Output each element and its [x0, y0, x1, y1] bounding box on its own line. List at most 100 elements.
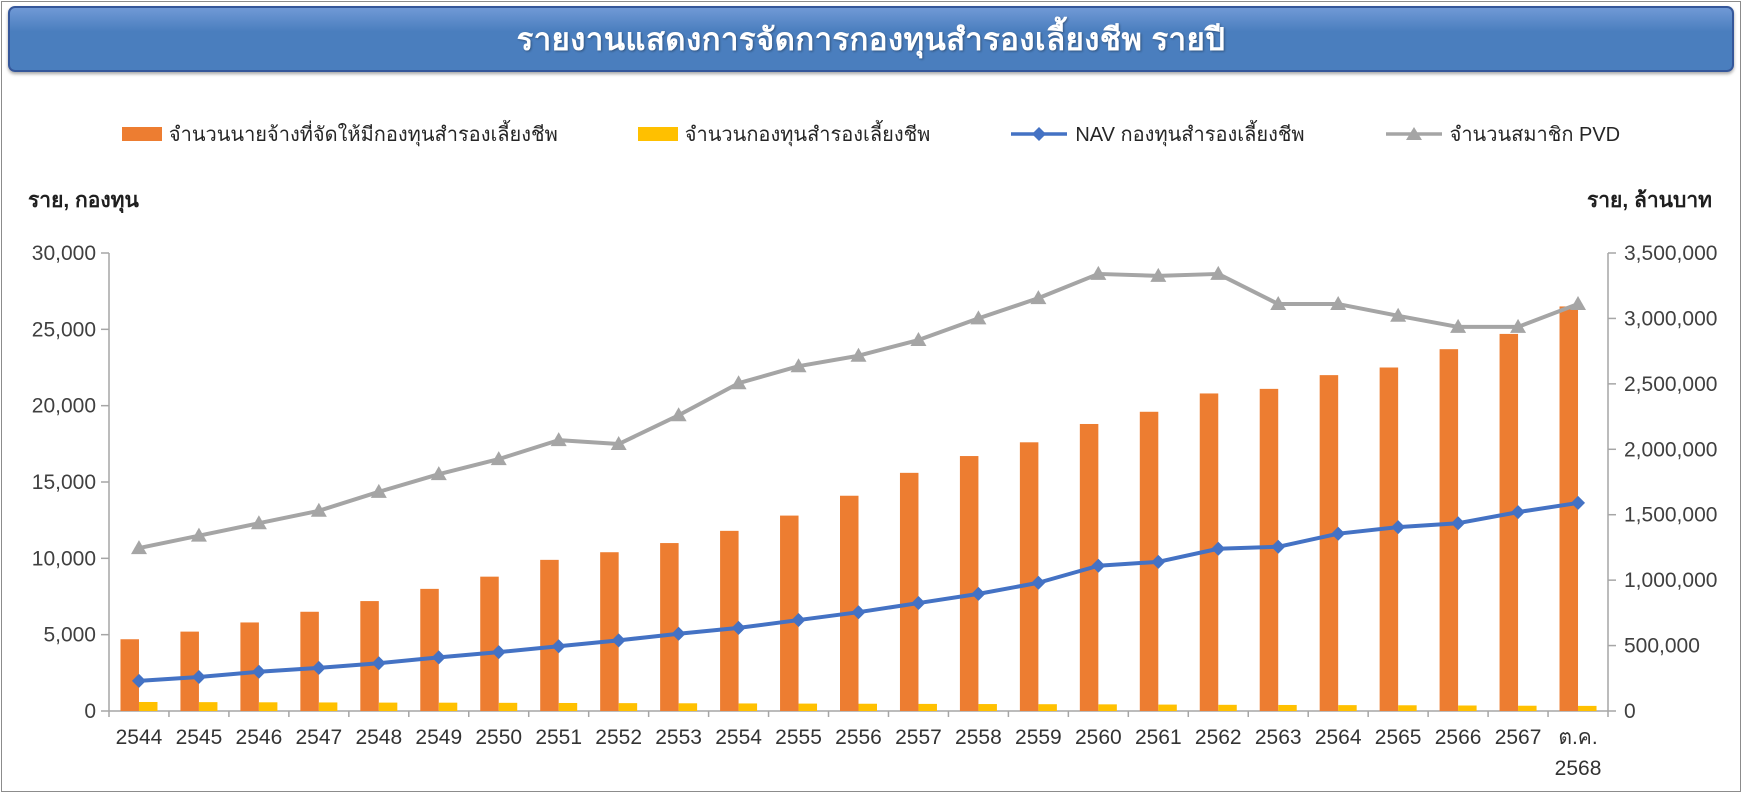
nav-marker-2554: [731, 620, 746, 635]
x-axis-tick-label: 2545: [176, 726, 223, 749]
nav-marker-2547: [311, 660, 326, 675]
members-marker-ต.ค. 2568: [1570, 296, 1587, 311]
bar-employers-2547: [300, 611, 319, 711]
nav-marker-2560: [1091, 558, 1106, 573]
nav-marker-2548: [371, 656, 386, 671]
bar-employers-2550: [480, 576, 499, 711]
members-marker-2566: [1450, 318, 1467, 333]
right-axis-tick-label: 2,500,000: [1624, 373, 1717, 396]
members-marker-2563: [1270, 296, 1287, 311]
bar-funds-2566: [1458, 705, 1477, 711]
bar-funds-2558: [978, 704, 997, 711]
left-axis-tick-label: 5,000: [43, 624, 96, 647]
left-axis-title: ราย, กองทุน: [28, 189, 139, 212]
left-axis-tick-label: 25,000: [32, 318, 96, 341]
left-axis-tick-label: 0: [84, 700, 96, 723]
bar-funds-2565: [1398, 705, 1417, 711]
line-members: [130, 265, 1587, 555]
members-marker-2545: [190, 527, 207, 542]
left-axis-tick-label: 20,000: [32, 395, 96, 418]
legend-label-nav: NAV กองทุนสำรองเลี้ยงชีพ: [1075, 124, 1305, 146]
nav-marker-2566: [1451, 516, 1466, 531]
nav-marker-2549: [431, 650, 446, 665]
legend-label-funds: จำนวนกองทุนสำรองเลี้ยงชีพ: [684, 124, 931, 146]
bar-employers-2546: [240, 622, 259, 711]
members-marker-2562: [1210, 265, 1227, 280]
nav-marker-2544: [131, 673, 146, 688]
bar-funds-2553: [678, 703, 698, 711]
report-title: รายงานแสดงการจัดการกองทุนสำรองเลี้ยงชีพ …: [516, 22, 1226, 57]
x-axis-tick-label: 2560: [1075, 726, 1122, 749]
x-axis-tick-label: 2567: [1495, 726, 1542, 749]
bar-employers-2557: [899, 472, 919, 711]
members-marker-2554: [730, 375, 747, 390]
nav-line-diamond-icon: [1011, 127, 1068, 141]
bar-funds-2567: [1518, 705, 1537, 711]
bar-employers-2566: [1439, 349, 1459, 711]
nav-marker-2545: [191, 669, 206, 684]
members-marker-2560: [1090, 265, 1107, 280]
bar-funds-2550: [498, 702, 518, 711]
x-axis-tick-label: 2548: [355, 726, 402, 749]
members-marker-2565: [1390, 307, 1407, 322]
bar-employers-ต.ค. 2568: [1559, 306, 1579, 711]
members-marker-2564: [1330, 296, 1347, 311]
left-axis-ticks: 0 5,000 10,000 15,000 20,000 25,000 30,000: [32, 242, 109, 723]
right-axis-title: ราย, ล้านบาท: [1586, 189, 1712, 212]
x-axis-tick-label: 2551: [535, 726, 582, 749]
nav-marker-2546: [251, 664, 266, 679]
nav-marker-2553: [671, 626, 686, 641]
right-axis-tick-label: 2,000,000: [1624, 438, 1717, 461]
bar-funds-2562: [1218, 704, 1237, 711]
members-marker-2561: [1150, 267, 1167, 282]
bar-employers-2559: [1019, 442, 1039, 711]
bar-employers-2563: [1259, 388, 1279, 711]
bar-funds-2560: [1098, 704, 1117, 711]
x-axis-tick-label: 2566: [1435, 726, 1482, 749]
bar-employers-2554: [720, 530, 739, 711]
bar-employers-2556: [840, 495, 859, 711]
x-axis-tick-label: 2559: [1015, 726, 1062, 749]
bars-funds: [138, 701, 1597, 711]
nav-marker-2552: [611, 633, 626, 648]
report-title-banner: รายงานแสดงการจัดการกองทุนสำรองเลี้ยงชีพ …: [8, 6, 1734, 72]
x-axis-tick-label: 2553: [655, 726, 702, 749]
bar-employers-2549: [420, 588, 439, 711]
bar-funds-2564: [1338, 705, 1357, 711]
x-axis-tick-label: 2565: [1375, 726, 1422, 749]
members-line-triangle-icon: [1385, 127, 1442, 140]
legend-swatch-funds-bar: [637, 127, 678, 141]
x-axis-tick-label: 2557: [895, 726, 942, 749]
members-marker-2547: [310, 502, 327, 517]
bar-funds-2551: [558, 702, 578, 711]
left-axis-tick-label: 30,000: [32, 242, 96, 265]
bar-employers-2555: [780, 515, 799, 711]
left-axis-tick-label: 15,000: [32, 471, 96, 494]
bar-funds-2549: [438, 702, 458, 711]
bar-employers-2545: [180, 631, 199, 711]
right-axis-tick-label: 0: [1624, 700, 1636, 723]
nav-marker-2561: [1151, 554, 1166, 569]
bar-funds-2544: [138, 701, 158, 711]
nav-marker-2564: [1331, 526, 1346, 541]
x-axis-tick-label: 2564: [1315, 726, 1362, 749]
bar-funds-2556: [858, 703, 877, 711]
legend-swatch-members-line: [1385, 126, 1443, 142]
bar-funds-2545: [198, 702, 218, 711]
left-axis-tick-label: 10,000: [32, 547, 96, 570]
nav-marker-2551: [551, 639, 566, 654]
bar-employers-2548: [360, 601, 379, 711]
x-axis-tick-label: ต.ค. 2568: [1555, 726, 1602, 780]
bar-employers-2565: [1379, 367, 1399, 711]
chart-legend: จำนวนนายจ้างที่จัดให้มีกองทุนสำรองเลี้ยง…: [2, 118, 1740, 150]
x-axis-tick-label: 2563: [1255, 726, 1302, 749]
bar-employers-2553: [660, 543, 679, 711]
right-axis-tick-label: 1,000,000: [1624, 569, 1717, 592]
nav-marker-2557: [911, 596, 926, 611]
members-marker-2555: [790, 358, 807, 373]
line-nav: [131, 495, 1586, 688]
bar-employers-2544: [120, 639, 139, 711]
x-axis-tick-label: 2544: [116, 726, 163, 749]
nav-marker-ต.ค. 2568: [1571, 495, 1586, 510]
